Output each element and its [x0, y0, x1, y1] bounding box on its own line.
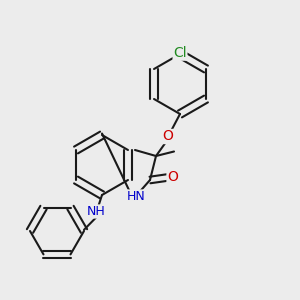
Text: HN: HN	[127, 190, 146, 203]
Text: O: O	[167, 170, 178, 184]
Text: NH: NH	[87, 205, 105, 218]
Text: O: O	[163, 130, 173, 143]
Text: Cl: Cl	[173, 46, 187, 60]
